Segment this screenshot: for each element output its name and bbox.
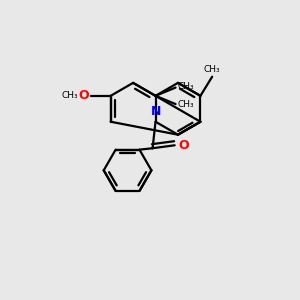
Text: O: O <box>178 139 189 152</box>
Text: CH₃: CH₃ <box>61 91 78 100</box>
Text: N: N <box>151 105 162 118</box>
Text: CH₃: CH₃ <box>178 82 194 91</box>
Text: CH₃: CH₃ <box>204 65 220 74</box>
Text: CH₃: CH₃ <box>178 100 194 109</box>
Text: O: O <box>79 89 89 102</box>
